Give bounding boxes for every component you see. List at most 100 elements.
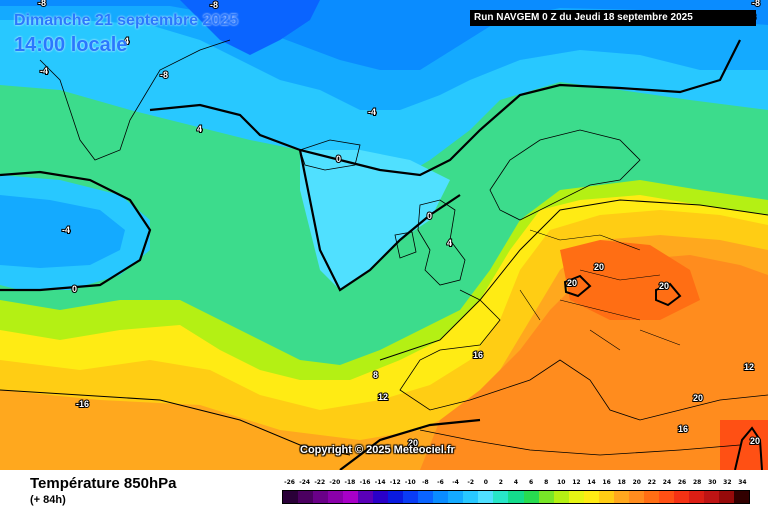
contour-label: -4 [40,66,48,76]
country-borders [519,229,681,351]
legend-tick-label: 32 [723,479,732,486]
legend-swatch [298,491,314,503]
run-banner: Run NAVGEM 0 Z du Jeudi 18 septembre 202… [470,10,756,26]
contour-label: 20 [750,436,760,446]
contour-label: -8 [210,0,218,10]
contour-20-loop-a [563,274,592,298]
legend-swatch [508,491,524,503]
north-africa-coast [419,429,741,456]
legend-swatch [613,491,629,503]
contour-label: 16 [678,424,688,434]
legend-swatch [688,491,704,503]
legend-tick-label: 4 [513,479,519,486]
legend-tick-label: 2 [498,479,503,486]
footer-bar: Température 850hPa (+ 84h) -26 -24 -22 -2 0 -… [0,470,768,512]
legend-tick-label: -2 [467,479,475,486]
legend-swatch [703,491,719,503]
copyright-text: Copyright © 2025 Meteociel.fr [300,444,455,456]
legend-tick-label: 26 [677,479,687,486]
legend-tick-label: 10 [557,479,566,486]
contour-label: 0 [336,154,341,164]
legend-swatch [313,491,329,503]
legend-tick-label: 18 [617,479,626,486]
legend-swatch [283,491,299,503]
temp-band-22 [560,240,700,320]
legend-swatch [493,491,509,503]
contour-label: -8 [160,70,168,80]
contour-zero-west [0,170,152,292]
date-title: Dimanche 21 septembre 2025 [14,12,239,29]
legend-swatch [718,491,734,503]
contour-label: 4 [447,238,452,248]
legend-tick-label: -6 [437,479,444,486]
contour-label: 4 [197,124,202,134]
forecast-step: (+ 84h) [30,494,66,506]
contour-label: -8 [752,0,760,8]
contour-label: 20 [693,393,703,403]
legend-tick-label: 34 [738,479,747,486]
contour-zero-north [149,39,741,177]
legend-tick-label: 22 [647,479,657,486]
contour-20-east [734,426,763,470]
contour-zero-iceland [298,149,461,292]
contour-label: 16 [473,350,483,360]
contour-label: 0 [427,211,432,221]
contour-label: 0 [72,284,77,294]
legend-swatch [643,491,659,503]
legend-swatch [328,491,344,503]
contour-16-europe [379,199,768,361]
temp-band-cold-2 [0,0,768,70]
legend-tick-label: -24 [299,479,311,486]
time-title: 14:00 locale [14,34,128,56]
legend-swatch [448,491,464,503]
temp-band-west-core [0,195,125,268]
temp-band-iceland-tongue [300,150,450,290]
legend-swatch [538,491,554,503]
temperature-map: -8 -8 -8 -4 -8 -4 4 4 0 -4 0 0 4 20 20 2… [0,0,768,470]
contour-label: 20 [659,281,669,291]
legend-swatch [403,491,419,503]
legend-swatch [463,491,479,503]
temp-band-cold-3 [180,0,320,55]
greenland-coast [39,39,231,161]
continental-coast [399,289,768,421]
legend-tick-label: 0 [483,479,488,486]
iceland-coast [299,139,361,171]
legend-tick-label: -8 [422,479,429,486]
contour-label: -4 [62,225,70,235]
legend-tick-label: 14 [587,479,596,486]
legend-swatch [733,491,749,503]
contour-label: -16 [76,399,89,409]
legend-tick-label: -4 [452,479,459,486]
contour-20-south [339,418,481,470]
contour-label: -4 [368,107,376,117]
legend-swatch [553,491,569,503]
scandinavia-coast [489,129,641,221]
legend-swatch [568,491,584,503]
contour-label: 12 [744,362,754,372]
legend-tick-label: -22 [314,479,326,486]
legend-tick-label: -16 [359,479,371,486]
contour-label: 20 [594,262,604,272]
legend-tick-label: 8 [544,479,549,486]
contour-label: -8 [38,0,46,8]
legend-tick-label: -26 [284,479,295,486]
parameter-title: Température 850hPa [30,475,177,492]
legend-tick-label: 24 [662,479,672,486]
legend-color-scale [282,490,750,504]
contour-label: 20 [567,278,577,288]
legend-swatch [343,491,359,503]
legend-tick-label: 28 [692,479,702,486]
contour-label: 4 [124,36,129,46]
legend-tick-label: 16 [602,479,611,486]
legend-tick-label: 20 [632,479,641,486]
british-isles-coast [417,199,466,286]
legend-swatch [358,491,374,503]
legend-swatch [433,491,449,503]
legend-swatch [478,491,494,503]
legend-tick-label: -18 [344,479,356,486]
legend-swatch [418,491,434,503]
legend-swatch [373,491,389,503]
legend-tick-label: 6 [529,479,534,486]
